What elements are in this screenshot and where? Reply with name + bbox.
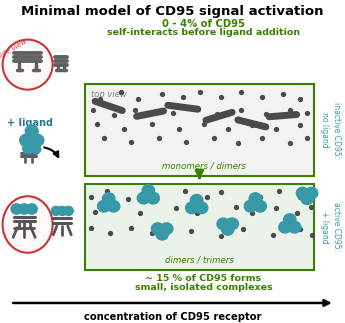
Circle shape xyxy=(296,187,309,199)
Text: dimers / trimers: dimers / trimers xyxy=(165,255,234,265)
Circle shape xyxy=(195,202,208,214)
Circle shape xyxy=(147,192,159,204)
Circle shape xyxy=(23,143,34,154)
Text: 0 - 4% of CD95: 0 - 4% of CD95 xyxy=(162,19,245,29)
Circle shape xyxy=(301,193,313,204)
Circle shape xyxy=(142,185,155,196)
Ellipse shape xyxy=(3,39,52,89)
Text: active CD95:
+ ligand: active CD95: + ligand xyxy=(321,202,341,252)
Circle shape xyxy=(151,223,164,234)
Circle shape xyxy=(160,223,173,234)
Circle shape xyxy=(19,204,30,214)
Circle shape xyxy=(217,218,229,230)
Text: ~ 15 % of CD95 forms: ~ 15 % of CD95 forms xyxy=(146,274,262,283)
Circle shape xyxy=(249,193,262,204)
Text: monomers / dimers: monomers / dimers xyxy=(162,161,246,170)
Text: Minimal model of CD95 signal activation: Minimal model of CD95 signal activation xyxy=(21,5,324,18)
Text: small, isolated complexes: small, isolated complexes xyxy=(135,283,272,292)
Circle shape xyxy=(244,200,257,212)
Circle shape xyxy=(288,221,301,233)
Text: concentration of CD95 receptor: concentration of CD95 receptor xyxy=(84,312,261,322)
Text: top view: top view xyxy=(91,90,127,99)
Circle shape xyxy=(51,206,61,215)
Text: + ligand: + ligand xyxy=(7,118,53,128)
Circle shape xyxy=(279,221,291,233)
Circle shape xyxy=(31,145,41,154)
Circle shape xyxy=(25,125,38,137)
Ellipse shape xyxy=(3,196,52,253)
Circle shape xyxy=(26,204,37,214)
Circle shape xyxy=(284,214,296,225)
Circle shape xyxy=(11,204,22,214)
Circle shape xyxy=(226,218,238,230)
FancyBboxPatch shape xyxy=(85,184,314,270)
Circle shape xyxy=(186,202,198,214)
Circle shape xyxy=(57,206,67,215)
Text: self-interacts before ligand addition: self-interacts before ligand addition xyxy=(107,28,300,37)
Circle shape xyxy=(156,228,168,240)
Circle shape xyxy=(305,187,318,199)
Text: side view: side view xyxy=(0,38,28,60)
Circle shape xyxy=(137,192,150,204)
Circle shape xyxy=(63,206,73,215)
FancyBboxPatch shape xyxy=(85,84,314,176)
Circle shape xyxy=(190,194,203,206)
Circle shape xyxy=(254,200,266,212)
Text: inactive CD95:
no ligand: inactive CD95: no ligand xyxy=(321,102,341,158)
Circle shape xyxy=(31,134,44,146)
Circle shape xyxy=(98,200,110,212)
Circle shape xyxy=(107,200,120,212)
Circle shape xyxy=(20,134,33,146)
Circle shape xyxy=(102,193,115,204)
Circle shape xyxy=(221,224,234,235)
